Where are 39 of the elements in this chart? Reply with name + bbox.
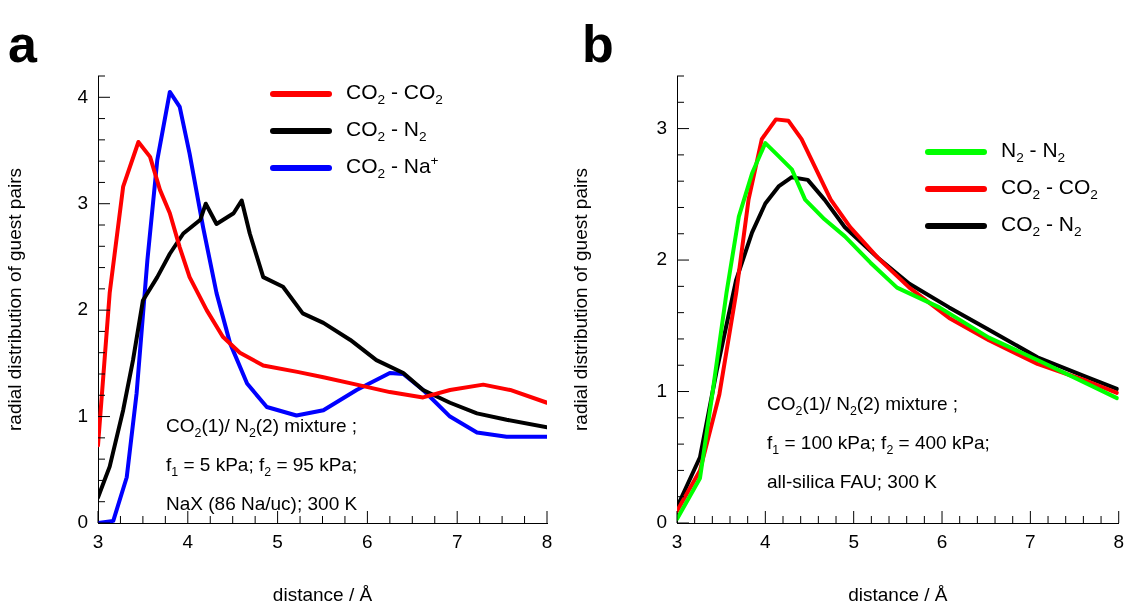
y-tick-label: 2 [77,298,88,320]
x-tick-label: 6 [362,530,373,552]
y-tick-label: 1 [77,404,88,426]
y-tick-label: 4 [77,85,89,107]
annotation: all-silica FAU; 300 K [767,469,938,494]
legend-label: CO$_{2}$ - CO$_{2}$ [346,79,443,108]
x-tick-label: 7 [1025,530,1036,552]
y-tick-label: 3 [656,116,667,138]
x-tick-label: 8 [1113,530,1125,552]
y-tick-label: 0 [77,511,88,533]
x-tick-label: 5 [848,530,859,552]
legend-label: CO$_{2}$ - CO$_{2}$ [1001,174,1098,203]
x-tick-label: 3 [92,530,104,552]
annotation: CO$_{2}$(1)/ N$_{2}$(2) mixture ; [767,392,960,420]
x-tick-label: 3 [671,530,683,552]
annotation: CO$_{2}$(1)/ N$_{2}$(2) mixture ; [166,414,358,442]
legend-label: N$_{2}$ - N$_{2}$ [1001,137,1066,166]
x-axis-title: distance / Å [848,583,948,605]
annotation: f$_{1}$ = 100 kPa; f$_{2}$ = 400 kPa; [767,430,990,459]
annotation: f$_{1}$ = 5 kPa; f$_{2}$ = 95 kPa; [166,452,358,481]
chart-title: b [582,15,614,73]
x-tick-label: 8 [541,530,553,552]
legend-label: CO$_{2}$ - Na$^{+}$ [346,153,439,182]
y-tick-label: 1 [656,379,667,401]
x-tick-label: 4 [760,530,772,552]
x-axis-title: distance / Å [272,583,373,605]
chart-title: a [8,15,37,73]
y-axis-title: radial distribution of guest pairs [569,168,591,431]
legend-label: CO$_{2}$ - N$_{2}$ [346,116,427,145]
annotation: NaX (86 Na/uc); 300 K [166,491,358,516]
y-axis-title: radial distribution of guest pairs [3,168,25,431]
x-tick-label: 5 [272,530,283,552]
legend-label: CO$_{2}$ - N$_{2}$ [1001,211,1082,240]
y-tick-label: 0 [656,511,667,533]
y-tick-label: 2 [656,248,667,270]
y-tick-label: 3 [77,191,88,213]
x-tick-label: 4 [182,530,194,552]
x-tick-label: 6 [936,530,948,552]
x-tick-label: 7 [451,530,463,552]
